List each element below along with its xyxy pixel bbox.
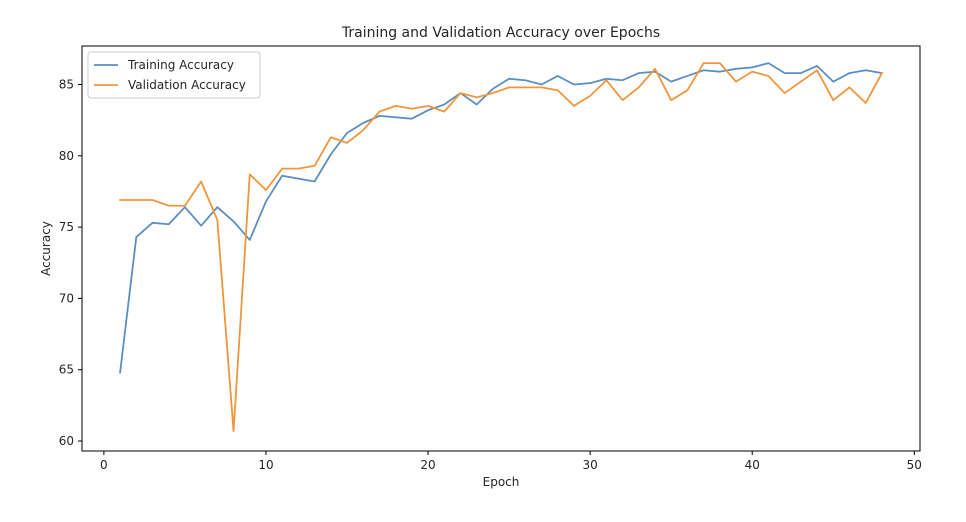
y-tick-label: 70 — [59, 291, 74, 305]
x-tick-label: 40 — [745, 458, 760, 472]
series-line-validation-accuracy — [119, 62, 884, 432]
y-tick-label: 65 — [59, 363, 74, 377]
x-tick-label: 0 — [100, 458, 108, 472]
legend: Training Accuracy Validation Accuracy — [87, 51, 261, 99]
x-tick-label: 30 — [583, 458, 598, 472]
plot-area — [81, 45, 921, 452]
legend-label-validation-accuracy: Validation Accuracy — [128, 78, 246, 92]
series-line-training-accuracy — [119, 62, 883, 374]
chart-title: Training and Validation Accuracy over Ep… — [341, 25, 660, 41]
y-tick-label: 85 — [59, 78, 74, 92]
y-axis-label: Accuracy — [39, 221, 53, 276]
x-axis-label: Epoch — [483, 475, 520, 489]
x-tick-label: 50 — [907, 458, 922, 472]
y-axis: 60 65 70 75 80 85 — [59, 78, 82, 448]
series-lines — [119, 62, 884, 432]
x-tick-label: 10 — [258, 458, 273, 472]
x-tick-label: 20 — [420, 458, 435, 472]
legend-label-training-accuracy: Training Accuracy — [127, 58, 234, 72]
legend-box — [87, 51, 261, 99]
y-tick-label: 75 — [59, 220, 74, 234]
x-axis: 0 10 20 30 40 50 — [100, 451, 922, 472]
y-tick-label: 60 — [59, 434, 74, 448]
y-tick-label: 80 — [59, 149, 74, 163]
